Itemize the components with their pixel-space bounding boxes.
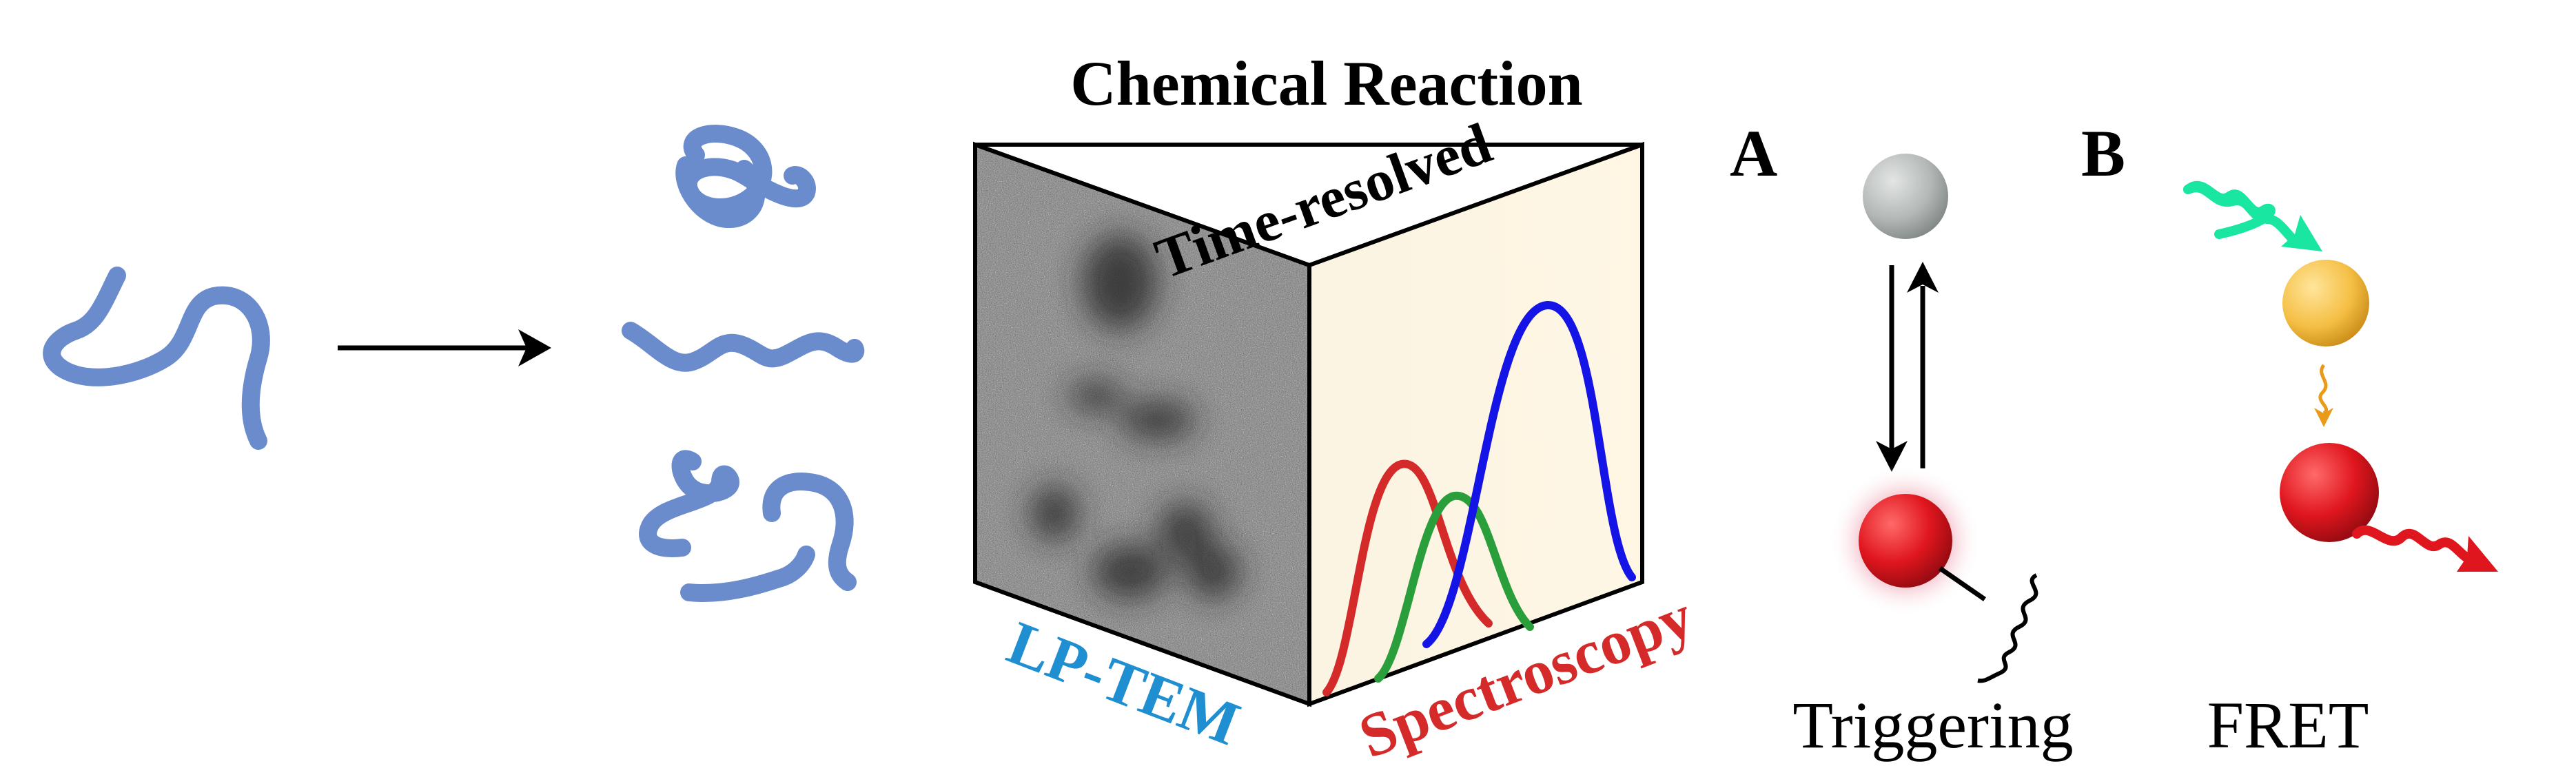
wavy-arrow-icon — [2314, 364, 2333, 427]
panel-a: A Triggering — [1730, 116, 2074, 762]
arrow-right-icon — [518, 329, 551, 366]
curve-blue — [1422, 300, 1636, 648]
panel-b-letter: B — [2081, 116, 2125, 190]
sphere-icon — [2280, 443, 2379, 542]
panel-a-letter: A — [1730, 116, 1777, 190]
curve-green — [1374, 491, 1534, 683]
reaction-cube: Time-resolved LP-TEM Spectroscopy — [973, 111, 1701, 771]
spectroscopy-curves — [1322, 300, 1636, 696]
wavy-arrow-icon — [2352, 525, 2498, 572]
panel-b-caption: FRET — [2207, 688, 2369, 762]
diagram-title: Chemical Reaction — [1070, 48, 1583, 118]
polymer-products — [622, 125, 865, 602]
panel-b: B FRET — [2081, 116, 2498, 762]
equilibrium-arrows-icon — [1876, 262, 1939, 472]
sphere-icon — [1863, 154, 1948, 239]
polymer-strand-initial — [43, 267, 270, 450]
panel-a-caption: Triggering — [1792, 688, 2073, 762]
sphere-icon — [2282, 260, 2369, 346]
wavy-arrow-icon — [2183, 180, 2322, 251]
sphere-icon — [1859, 494, 1952, 588]
curve-red — [1322, 459, 1493, 696]
wavy-tail — [1977, 573, 2038, 683]
reaction-arrow — [338, 329, 551, 366]
